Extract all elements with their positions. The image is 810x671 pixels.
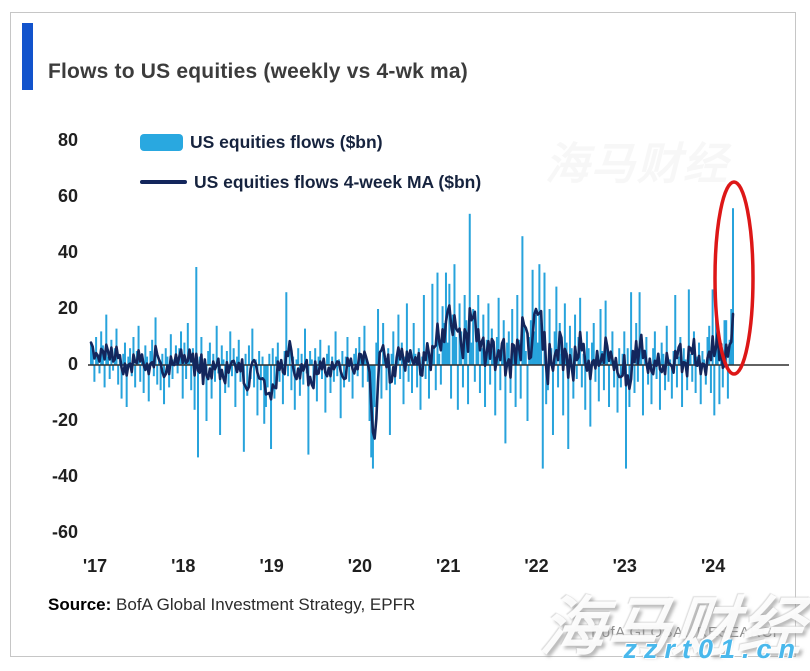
source-text: BofA Global Investment Strategy, EPFR [111, 595, 416, 614]
ma-line [89, 304, 735, 440]
legend-item-flows: US equities flows ($bn) [140, 130, 481, 154]
x-tick-label: '22 [524, 556, 549, 576]
highlight-ellipse [713, 180, 755, 376]
legend-swatch-bar [140, 133, 183, 151]
watermark-site: zzrt01.cn [623, 634, 802, 664]
y-tick-label: 0 [67, 354, 78, 374]
legend: US equities flows ($bn) US equities flow… [140, 130, 481, 210]
y-tick-label: -40 [51, 466, 78, 486]
x-tick-label: '24 [700, 556, 726, 576]
legend-label-flows: US equities flows ($bn) [190, 131, 383, 152]
source-line: Source: BofA Global Investment Strategy,… [48, 595, 415, 615]
y-tick-label: 80 [57, 130, 78, 150]
x-tick-label: '18 [171, 556, 196, 576]
title-accent-bar [22, 23, 33, 90]
y-tick-label: -60 [51, 522, 78, 542]
x-tick-label: '21 [436, 556, 461, 576]
x-tick-label: '17 [82, 556, 108, 576]
bofa-branding: BofA GLOBAL RESEARCH [591, 624, 784, 641]
y-tick-label: 60 [57, 186, 78, 206]
x-tick-label: '20 [347, 556, 373, 576]
legend-item-ma: US equities flows 4-week MA ($bn) [140, 170, 481, 194]
watermark-ghost: 海马财经 [545, 140, 729, 189]
x-tick-label: '23 [612, 556, 637, 576]
source-label: Source: [48, 595, 112, 614]
card-border [10, 12, 796, 657]
y-tick-label: -20 [51, 410, 78, 430]
chart-title: Flows to US equities (weekly vs 4-wk ma) [48, 60, 468, 83]
y-tick-label: 40 [57, 242, 78, 262]
y-tick-label: 20 [57, 298, 78, 318]
x-tick-label: '19 [259, 556, 284, 576]
legend-label-ma: US equities flows 4-week MA ($bn) [194, 171, 482, 192]
legend-swatch-line [140, 180, 187, 184]
